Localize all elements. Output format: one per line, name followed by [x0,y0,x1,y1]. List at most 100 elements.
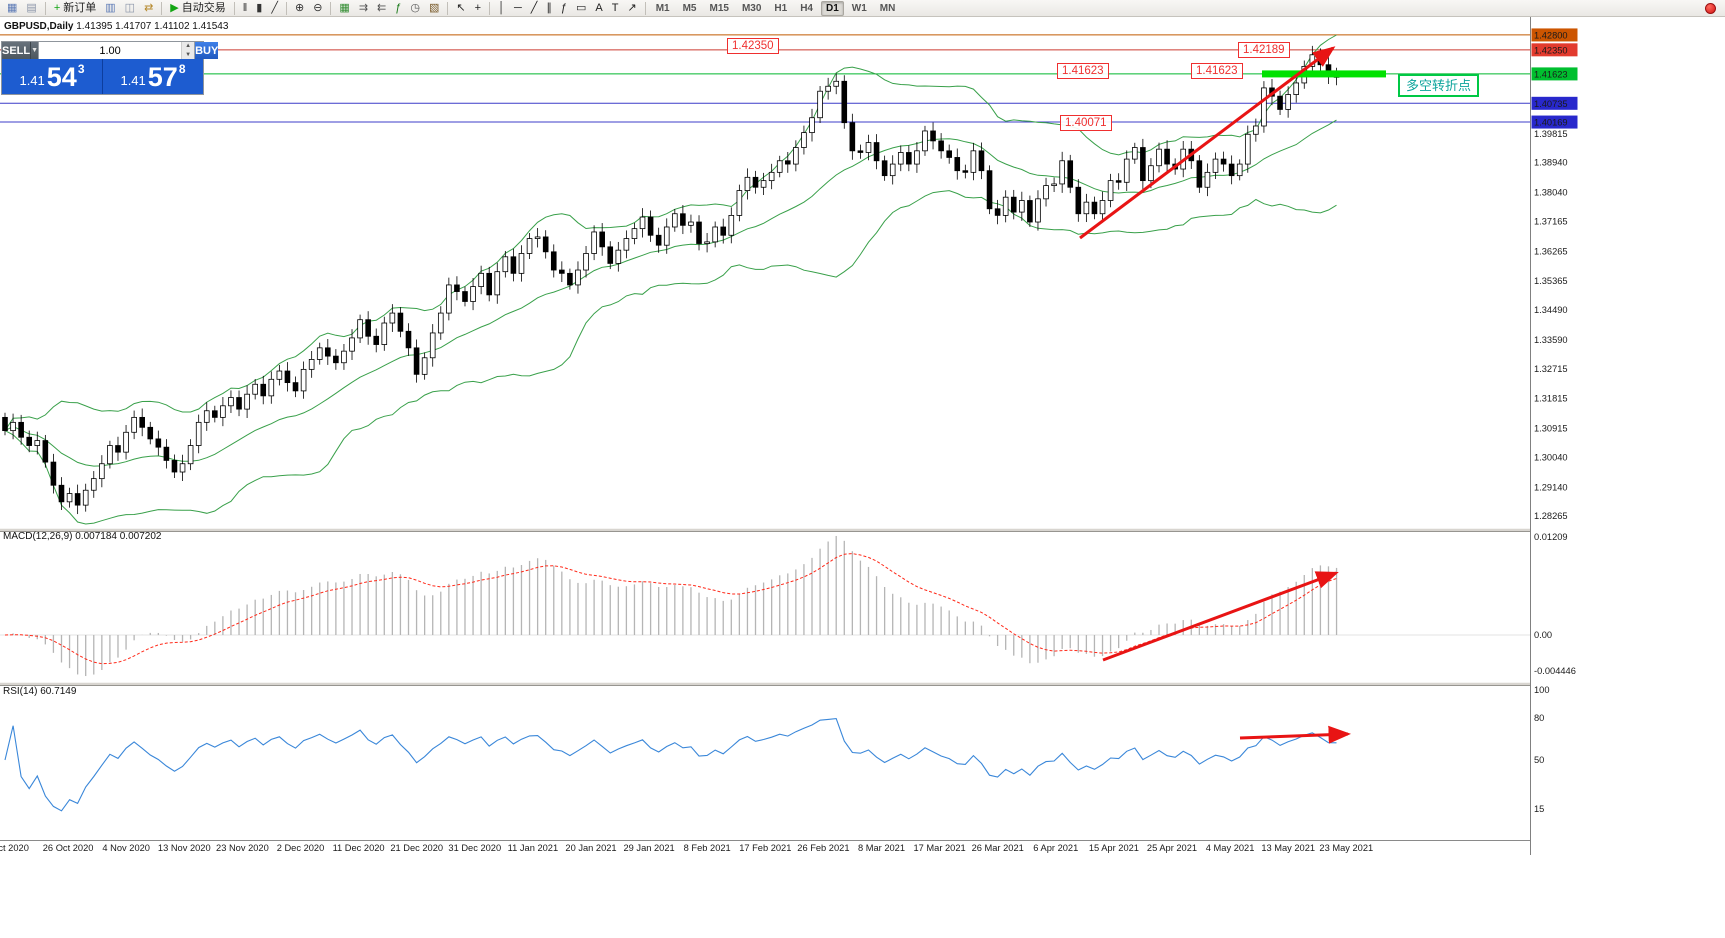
timeframe-m30[interactable]: M30 [737,1,766,16]
timeframe-d1[interactable]: D1 [821,0,844,16]
main-toolbar: ▦ ▤ + 新订单 ▥ ◫ ⇄ ▶ 自动交易 ‖ ▮ ╱ ⊕ ⊖ ▦ ⇉ ⇇ ƒ ◷ ▧ ↖ + │ ─ ╱ ∥ ƒ ▭ A T ↗ M1 M5… [0,0,1725,17]
vertical-line-icon[interactable]: │ [494,1,509,16]
zoom-in-icon[interactable]: ⊕ [291,1,308,16]
rsi-line [4,718,1337,812]
note-label-object[interactable]: 多空转折点 [1398,74,1480,97]
volume-increase-button[interactable]: ▲ [182,42,195,51]
zoom-out-icon-glyph-icon: ⊖ [313,1,323,14]
volume-input[interactable] [39,42,182,59]
indicators-icon[interactable]: ƒ [391,1,405,16]
timeframe-m5[interactable]: M5 [678,1,702,16]
shapes-icon[interactable]: ▭ [572,1,590,16]
profiles-icon[interactable]: ▤ [22,1,40,16]
navigator-icon-glyph-icon: ⇄ [144,1,154,14]
timeframe-h1[interactable]: H1 [769,1,792,16]
price-label-object[interactable]: 1.41623 [1191,63,1243,79]
ask-price[interactable]: 1.41 57 8 [103,59,203,94]
chart-shift-icon[interactable]: ⇇ [373,1,390,16]
navigator-icon[interactable]: ⇄ [140,1,157,16]
horizontal-line-icon[interactable]: ─ [510,1,526,16]
date-label: 26 Feb 2021 [797,843,849,853]
auto-scroll-icon[interactable]: ⇉ [355,1,372,16]
price-label-object[interactable]: 1.41623 [1057,63,1109,79]
date-label: 13 Nov 2020 [158,843,211,853]
line-chart-icon[interactable]: ╱ [267,1,282,16]
autotrading-button[interactable]: ▶ 自动交易 [166,1,229,16]
price-label-object[interactable]: 1.40071 [1060,115,1112,131]
toolbar-separator [447,1,449,15]
macd-title: MACD(12,26,9) [3,531,73,542]
cursor-icon[interactable]: ↖ [452,1,469,16]
rsi-tick-label: 15 [1534,804,1544,814]
price-label-object[interactable]: 1.42350 [727,38,779,54]
timeframe-w1[interactable]: W1 [847,1,872,16]
sell-button[interactable]: SELL [2,42,32,59]
data-window-icon[interactable]: ◫ [121,1,139,16]
axis-highlight-label: 1.40169 [1534,118,1568,128]
order-type-dropdown[interactable]: ▼ [31,42,40,59]
arrows-tool-icon-glyph-icon: ↗ [627,1,637,14]
candlestick-chart-icon[interactable]: ▮ [252,1,266,16]
timeframe-m1[interactable]: M1 [651,1,675,16]
new-order-button[interactable]: + 新订单 [50,1,100,16]
price-label-object[interactable]: 1.42189 [1238,42,1290,58]
symbol-name: GBPUSD,Daily [4,21,74,32]
toolbar-separator [44,1,46,15]
tile-windows-icon[interactable]: ▦ [335,1,353,16]
zoom-out-icon[interactable]: ⊖ [309,1,326,16]
text-label-icon[interactable]: T [608,1,623,16]
arrows-tool-icon[interactable]: ↗ [623,1,640,16]
date-label: 8 Mar 2021 [858,843,905,853]
periods-icon[interactable]: ◷ [406,1,424,16]
candlestick-chart-icon-glyph-icon: ▮ [256,1,263,14]
new-order-button-label: 新订单 [63,1,97,14]
templates-icon[interactable]: ▧ [425,1,443,16]
date-label: 29 Jan 2021 [624,843,675,853]
chart-canvas[interactable]: Oct 2020 26 Oct 2020 4 Nov 2020 13 Nov 2020… [0,17,1578,862]
date-label: 23 May 2021 [1319,843,1373,853]
price-axis: 1.39815 1.38940 1.38040 1.37165 1.36265 1.353… [1531,28,1578,814]
new-chart-icon[interactable]: ▦ [3,1,21,16]
bid-prefix: 1.41 [19,73,45,89]
macd-indicator-label: MACD(12,26,9) 0.007184 0.007202 [3,531,161,542]
volume-spinner: ▲ ▼ [181,42,195,59]
rsi-title: RSI(14) [3,686,38,697]
channel-icon[interactable]: ∥ [542,1,556,16]
timeframe-m15[interactable]: M15 [705,1,734,16]
price-tick-label: 1.29140 [1534,482,1568,492]
text-icon[interactable]: A [591,1,606,16]
volume-decrease-button[interactable]: ▼ [182,50,195,59]
fibonacci-icon[interactable]: ƒ [557,1,571,16]
shapes-icon-glyph-icon: ▭ [575,1,587,14]
auto-scroll-icon-glyph-icon: ⇉ [358,1,369,14]
symbol-ohlc: 1.41395 1.41707 1.41102 1.41543 [76,21,229,32]
ask-prefix: 1.41 [120,73,146,89]
axis-highlight-label: 1.41623 [1534,69,1568,79]
trend-arrows[interactable] [1079,46,1351,744]
timeframe-mn[interactable]: MN [875,1,901,16]
date-label: 20 Jan 2021 [565,843,616,853]
buy-button[interactable]: BUY [195,42,219,59]
market-watch-icon[interactable]: ▥ [101,1,119,16]
trendline-icon[interactable]: ╱ [527,1,542,16]
ask-pip-digit: 8 [178,62,186,76]
crosshair-icon[interactable]: + [471,1,485,16]
trend-arrow [1102,571,1339,662]
macd-histogram [0,535,1530,677]
date-label: 31 Dec 2020 [448,843,501,853]
date-label: 11 Dec 2020 [333,843,385,853]
symbol-info-bar: GBPUSD,Daily 1.41395 1.41707 1.41102 1.4… [4,21,228,32]
vertical-line-icon-glyph-icon: │ [498,1,505,14]
bar-chart-icon[interactable]: ‖ [239,1,252,16]
toolbar-separator [161,1,163,15]
bid-price[interactable]: 1.41 54 3 [2,59,103,94]
price-tick-label: 1.31815 [1534,394,1568,404]
ask-main-digits: 57 [147,62,178,92]
price-tick-label: 1.38040 [1534,188,1568,198]
timeframe-h4[interactable]: H4 [795,1,818,16]
toolbar-separator [285,1,287,15]
date-label: 8 Feb 2021 [684,843,731,853]
highlight-band[interactable] [1262,70,1386,78]
text-label-icon-glyph-icon: T [611,1,619,14]
